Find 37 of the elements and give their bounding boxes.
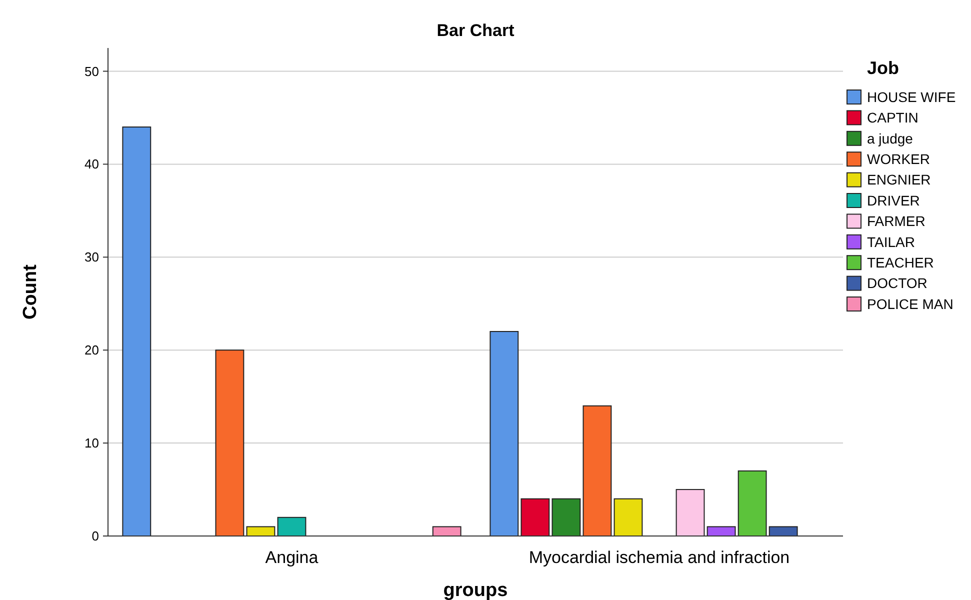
y-axis-title: Count [20, 264, 41, 320]
bar [768, 526, 798, 536]
y-tick-label: 0 [92, 528, 99, 544]
y-tick-label: 10 [84, 436, 99, 451]
legend-label: POLICE MAN [867, 296, 954, 312]
legend-label: a judge [867, 130, 914, 146]
x-axis-title: groups [443, 580, 508, 600]
bar [738, 470, 767, 536]
legend-label: TEACHER [867, 254, 934, 270]
legend-label: FARMER [867, 213, 926, 230]
legend-label: DRIVER [867, 192, 920, 208]
bar [520, 498, 550, 536]
x-tick-label: Angina [265, 548, 319, 567]
legend-label: DOCTOR [867, 275, 928, 292]
bar [122, 126, 152, 536]
legend-title: Job [866, 58, 900, 78]
legend-label: ENGNIER [867, 172, 931, 188]
bar [706, 526, 736, 536]
bar [676, 489, 705, 536]
y-tick-label: 30 [84, 250, 99, 265]
legend-label: WORKER [867, 151, 930, 167]
x-tick-label: Myocardial ischemia and infraction [528, 548, 790, 567]
bar [582, 405, 612, 536]
y-tick-label: 40 [84, 156, 99, 172]
legend-label: HOUSE WIFE [867, 88, 956, 105]
bar [215, 350, 244, 536]
chart-title: Bar Chart [436, 21, 515, 40]
bar [246, 526, 276, 536]
bar [277, 516, 306, 536]
bar [614, 498, 643, 536]
bar [490, 331, 519, 536]
legend-label: CAPTIN [867, 110, 918, 126]
bar [552, 498, 581, 536]
bar [432, 526, 462, 536]
y-tick-label: 50 [84, 64, 99, 79]
y-tick-label: 20 [84, 342, 99, 358]
legend-label: TAILAR [867, 234, 915, 250]
